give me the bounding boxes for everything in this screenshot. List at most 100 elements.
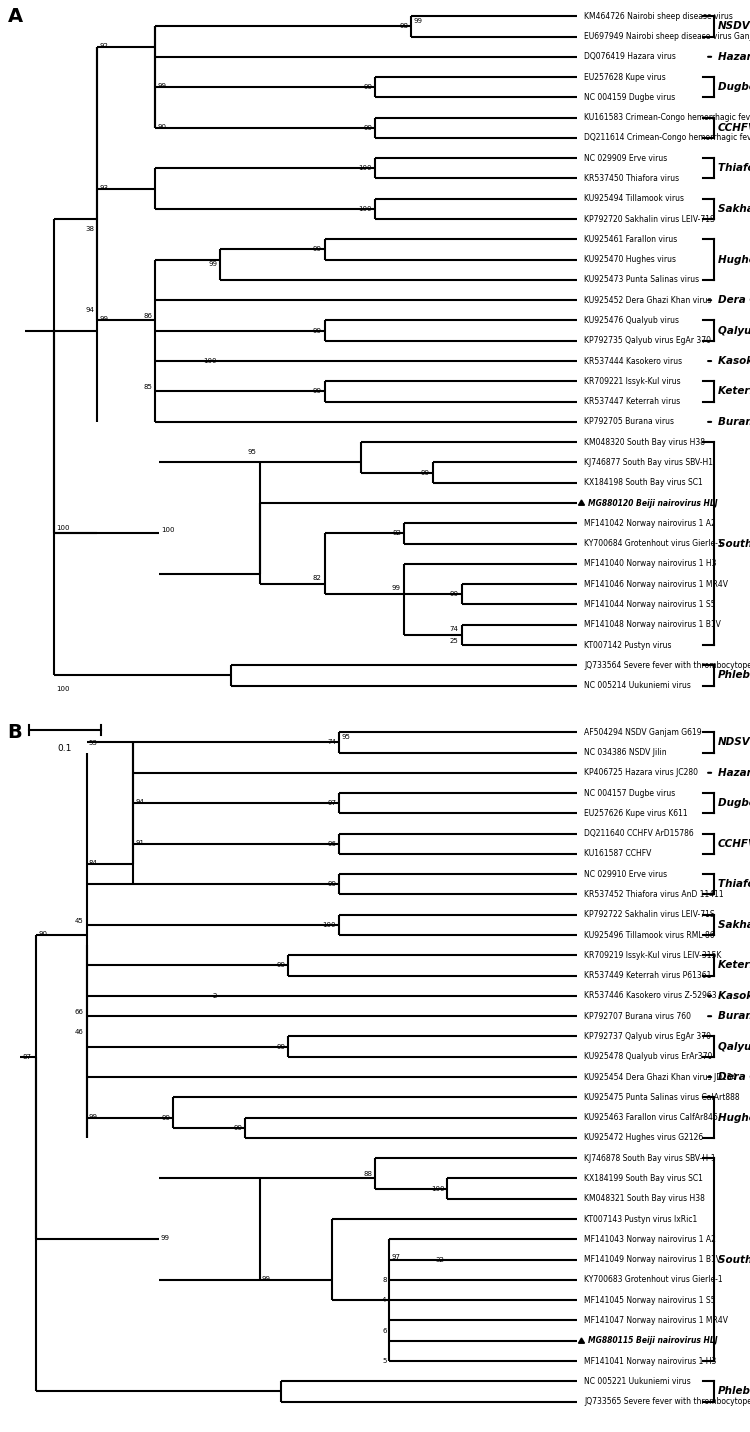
Text: 90: 90	[38, 931, 47, 937]
Text: A: A	[8, 7, 22, 26]
Text: KP792722 Sakhalin virus LEIV-71S: KP792722 Sakhalin virus LEIV-71S	[584, 911, 715, 919]
Text: South Bay virus: South Bay virus	[718, 1254, 750, 1264]
Text: 90: 90	[158, 123, 166, 130]
Text: 66: 66	[75, 1010, 84, 1015]
Text: 32: 32	[435, 1257, 444, 1263]
Text: 99: 99	[313, 246, 322, 252]
Text: 90: 90	[450, 591, 459, 597]
Text: 99: 99	[363, 125, 372, 130]
Text: South Bay virus: South Bay virus	[718, 538, 750, 548]
Text: MF141044 Norway nairovirus 1 S5: MF141044 Norway nairovirus 1 S5	[584, 600, 716, 609]
Text: 53: 53	[88, 740, 98, 746]
Text: Thiafora virus: Thiafora virus	[718, 879, 750, 889]
Text: KT007143 Pustyn virus IxRic1: KT007143 Pustyn virus IxRic1	[584, 1214, 698, 1223]
Text: Thiafora virus: Thiafora virus	[718, 163, 750, 173]
Text: MF141042 Norway nairovirus 1 A2: MF141042 Norway nairovirus 1 A2	[584, 518, 716, 528]
Text: Dugbe virus: Dugbe virus	[718, 798, 750, 808]
Text: KX184198 South Bay virus SC1: KX184198 South Bay virus SC1	[584, 478, 703, 487]
Text: NC 034386 NSDV Jilin: NC 034386 NSDV Jilin	[584, 748, 667, 758]
Text: 99: 99	[413, 19, 422, 24]
Text: 99: 99	[421, 470, 430, 475]
Text: NC 005214 Uukuniemi virus: NC 005214 Uukuniemi virus	[584, 682, 691, 690]
Text: 99: 99	[313, 328, 322, 334]
Text: KU925461 Farallon virus: KU925461 Farallon virus	[584, 235, 677, 243]
Text: NC 005221 Uukuniemi virus: NC 005221 Uukuniemi virus	[584, 1376, 691, 1386]
Text: KR537449 Keterrah virus P61361: KR537449 Keterrah virus P61361	[584, 971, 712, 979]
Text: 38: 38	[86, 226, 94, 232]
Text: Keterrah virus: Keterrah virus	[718, 387, 750, 397]
Text: Dera Ghazi khan virus: Dera Ghazi khan virus	[718, 1073, 750, 1083]
Text: KT007142 Pustyn virus: KT007142 Pustyn virus	[584, 640, 672, 650]
Text: MF141043 Norway nairovirus 1 A2: MF141043 Norway nairovirus 1 A2	[584, 1234, 716, 1244]
Text: 82: 82	[392, 530, 401, 537]
Text: CCHFV: CCHFV	[718, 123, 750, 133]
Text: Hughes virus: Hughes virus	[718, 255, 750, 265]
Text: AF504294 NSDV Ganjam G619: AF504294 NSDV Ganjam G619	[584, 727, 702, 736]
Text: JQ733564 Severe fever with thrombocytopenia syndrome virus HB155: JQ733564 Severe fever with thrombocytope…	[584, 660, 750, 670]
Text: CCHFV: CCHFV	[718, 839, 750, 849]
Text: Qalyub virus: Qalyub virus	[718, 325, 750, 335]
Text: 95: 95	[341, 735, 350, 740]
Text: 84: 84	[88, 861, 98, 866]
Text: KU925452 Dera Ghazi Khan virus: KU925452 Dera Ghazi Khan virus	[584, 295, 712, 305]
Text: EU257626 Kupe virus K611: EU257626 Kupe virus K611	[584, 809, 688, 818]
Text: Phlebovirus: Phlebovirus	[718, 1386, 750, 1396]
Text: 100: 100	[160, 527, 174, 533]
Text: 97: 97	[327, 800, 336, 806]
Text: KP792737 Qalyub virus EgAr 370: KP792737 Qalyub virus EgAr 370	[584, 1032, 711, 1041]
Text: MG880120 Beiji nairovirus HLJ: MG880120 Beiji nairovirus HLJ	[588, 498, 717, 507]
Text: 99: 99	[233, 1124, 242, 1131]
Text: 99: 99	[313, 388, 322, 394]
Text: MF141049 Norway nairovirus 1 B1V: MF141049 Norway nairovirus 1 B1V	[584, 1254, 722, 1264]
Text: KY700684 Grotenhout virus Gierle-1: KY700684 Grotenhout virus Gierle-1	[584, 538, 723, 548]
Text: KP406725 Hazara virus JC280: KP406725 Hazara virus JC280	[584, 769, 698, 778]
Text: 99: 99	[327, 881, 336, 888]
Text: Hazara virus: Hazara virus	[718, 52, 750, 62]
Text: 92: 92	[100, 43, 109, 49]
Text: Burana virus: Burana virus	[718, 417, 750, 427]
Text: 100: 100	[56, 686, 70, 692]
Text: 97: 97	[392, 1253, 400, 1260]
Text: Qalyub virus: Qalyub virus	[718, 1041, 750, 1051]
Text: KU925470 Hughes virus: KU925470 Hughes virus	[584, 255, 676, 263]
Text: 96: 96	[327, 841, 336, 846]
Text: Hughes virus: Hughes virus	[718, 1113, 750, 1123]
Text: NC 004157 Dugbe virus: NC 004157 Dugbe virus	[584, 789, 676, 798]
Text: MG880115 Beiji nairovirus HLJ: MG880115 Beiji nairovirus HLJ	[588, 1336, 717, 1345]
Text: 25: 25	[450, 637, 459, 644]
Text: 87: 87	[22, 1054, 32, 1060]
Text: 6: 6	[382, 1327, 386, 1333]
Text: Kasokero virus: Kasokero virus	[718, 991, 750, 1001]
Text: 93: 93	[100, 185, 109, 190]
Text: 74: 74	[327, 739, 336, 746]
Text: KP792707 Burana virus 760: KP792707 Burana virus 760	[584, 1011, 692, 1021]
Text: NC 029909 Erve virus: NC 029909 Erve virus	[584, 153, 668, 163]
Text: KR537450 Thiafora virus: KR537450 Thiafora virus	[584, 175, 680, 183]
Text: KR537444 Kasokero virus: KR537444 Kasokero virus	[584, 357, 682, 365]
Text: KR537452 Thiafora virus AnD 11411: KR537452 Thiafora virus AnD 11411	[584, 891, 724, 899]
Text: 99: 99	[100, 316, 109, 322]
Text: 99: 99	[158, 83, 166, 89]
Text: 100: 100	[358, 165, 372, 172]
Text: KU925463 Farallon virus CalfAr846: KU925463 Farallon virus CalfAr846	[584, 1113, 718, 1123]
Text: NC 004159 Dugbe virus: NC 004159 Dugbe virus	[584, 93, 676, 102]
Text: 5: 5	[382, 1358, 386, 1365]
Text: Sakhalin virus: Sakhalin virus	[718, 203, 750, 213]
Text: MF141047 Norway nairovirus 1 MR4V: MF141047 Norway nairovirus 1 MR4V	[584, 1316, 728, 1325]
Text: 95: 95	[248, 450, 256, 455]
Text: 46: 46	[75, 1030, 84, 1035]
Text: KR537447 Keterrah virus: KR537447 Keterrah virus	[584, 397, 680, 407]
Text: 4: 4	[382, 1297, 386, 1303]
Text: EU697949 Nairobi sheep disease virus Ganjam: EU697949 Nairobi sheep disease virus Gan…	[584, 32, 750, 42]
Text: MF141041 Norway nairovirus 1 H3: MF141041 Norway nairovirus 1 H3	[584, 1356, 716, 1366]
Text: NC 029910 Erve virus: NC 029910 Erve virus	[584, 869, 668, 879]
Text: KU161583 Crimean-Congo hemorrhagic fever virus: KU161583 Crimean-Congo hemorrhagic fever…	[584, 113, 750, 122]
Text: JQ733565 Severe fever with thrombocytopenia syndrome virus HB155: JQ733565 Severe fever with thrombocytope…	[584, 1398, 750, 1406]
Text: KP792705 Burana virus: KP792705 Burana virus	[584, 417, 674, 427]
Text: Keterrah virus: Keterrah virus	[718, 961, 750, 971]
Text: KY700683 Grotenhout virus Gierle-1: KY700683 Grotenhout virus Gierle-1	[584, 1276, 723, 1285]
Text: 99: 99	[363, 84, 372, 90]
Text: NSDV: NSDV	[718, 21, 750, 32]
Text: KU161587 CCHFV: KU161587 CCHFV	[584, 849, 652, 858]
Text: 45: 45	[75, 918, 84, 924]
